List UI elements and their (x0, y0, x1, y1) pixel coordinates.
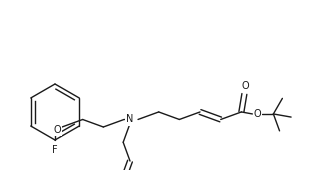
Text: N: N (126, 114, 134, 124)
Text: O: O (242, 81, 249, 91)
Text: O: O (253, 109, 261, 119)
Text: F: F (52, 145, 58, 155)
Text: O: O (53, 125, 61, 135)
